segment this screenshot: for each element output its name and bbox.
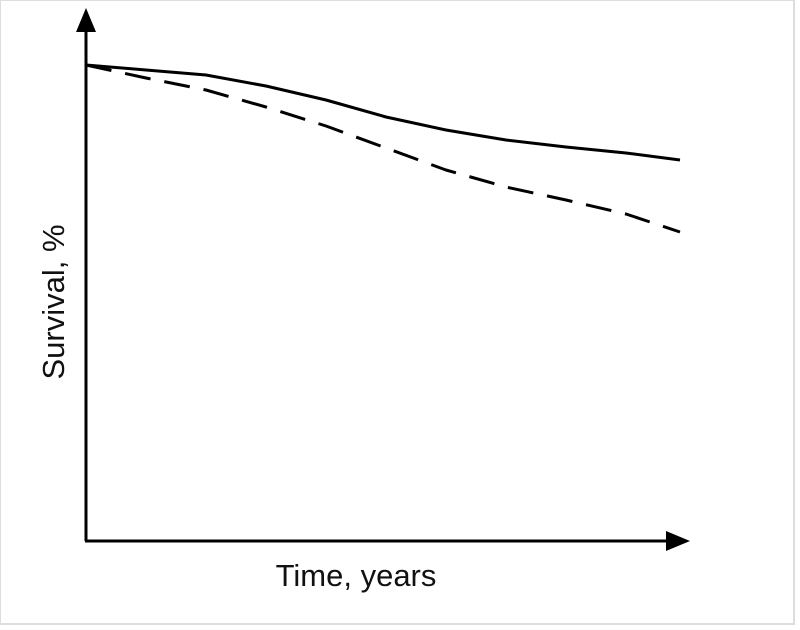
line-series (85, 63, 681, 234)
x-axis-label: Time, years (276, 558, 437, 593)
y-axis-arrow (76, 8, 96, 32)
x-axis-arrow (666, 531, 690, 551)
line-series (85, 63, 681, 162)
y-axis-label: Survival, % (36, 224, 71, 379)
